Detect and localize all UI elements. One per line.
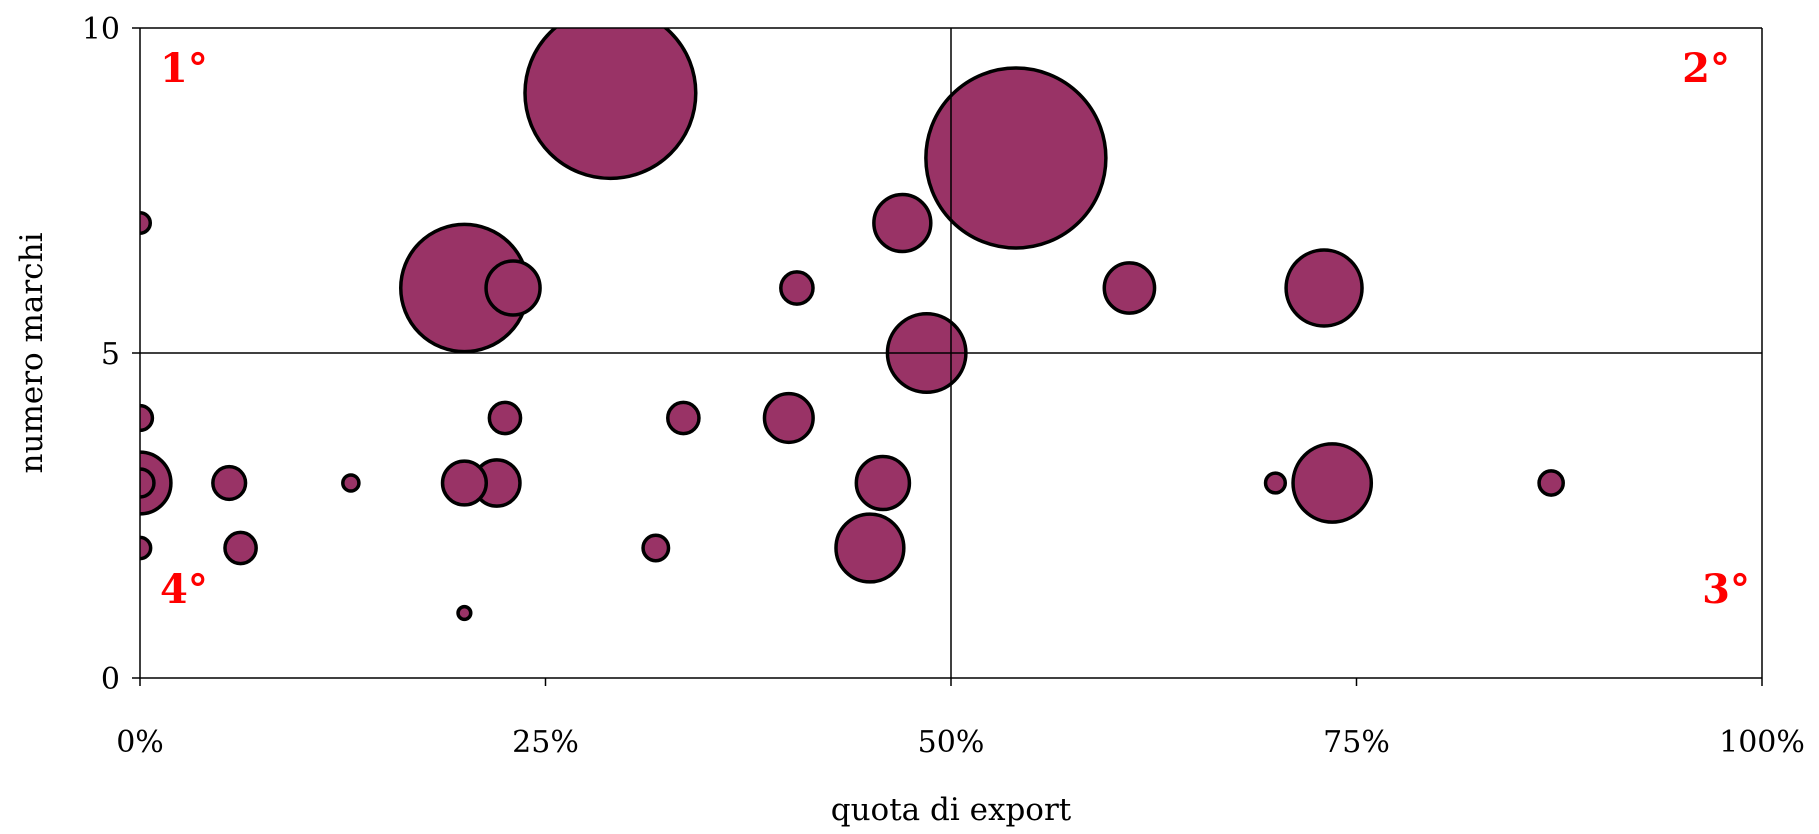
quadrant-label-layer: 1° 2° 3° 4°	[160, 45, 1750, 613]
x-axis-title: quota di export	[831, 792, 1072, 828]
bubble-point	[1263, 471, 1288, 495]
bubble-layer	[140, 28, 1565, 622]
bubble-point	[872, 192, 933, 254]
bubble-point	[779, 270, 815, 306]
x-tick-label: 0%	[116, 725, 164, 760]
bubble-point	[440, 459, 489, 507]
x-tick-label: 50%	[918, 725, 985, 760]
axes-layer	[139, 27, 1763, 679]
bubble-point	[341, 473, 361, 493]
tick-layer: 0% 25% 50% 75% 100% 0 5 10	[82, 12, 1805, 760]
bubble-point	[140, 467, 156, 499]
bubble-point	[924, 66, 1108, 250]
bubble-point	[641, 533, 671, 563]
bubble-point	[834, 512, 906, 584]
bubble-point	[523, 28, 698, 181]
quadrant-label: 2°	[1682, 45, 1730, 92]
y-tick-label: 5	[101, 337, 120, 372]
y-tick-label: 10	[82, 12, 120, 47]
bubble-point	[1102, 261, 1157, 315]
x-tick-label: 100%	[1719, 725, 1805, 760]
y-axis-title: numero marchi	[14, 232, 50, 473]
bubble-point	[1291, 442, 1374, 524]
bubble-point	[223, 530, 258, 566]
y-tick-label: 0	[101, 662, 120, 697]
bubble-point	[484, 259, 542, 317]
bubble-point	[140, 210, 153, 236]
x-tick-label: 25%	[512, 725, 579, 760]
quadrant-label: 4°	[160, 566, 208, 613]
bubble-point	[211, 464, 248, 502]
bubble-point	[854, 454, 912, 512]
bubble-point	[456, 604, 473, 622]
quadrant-label: 3°	[1702, 566, 1750, 613]
bubble-point	[487, 400, 523, 436]
bubble-point	[762, 391, 815, 445]
bubble-point	[1284, 248, 1364, 328]
quadrant-label: 1°	[160, 45, 208, 92]
bubble-point	[666, 400, 701, 436]
bubble-point	[1537, 469, 1565, 497]
x-tick-label: 75%	[1323, 725, 1390, 760]
